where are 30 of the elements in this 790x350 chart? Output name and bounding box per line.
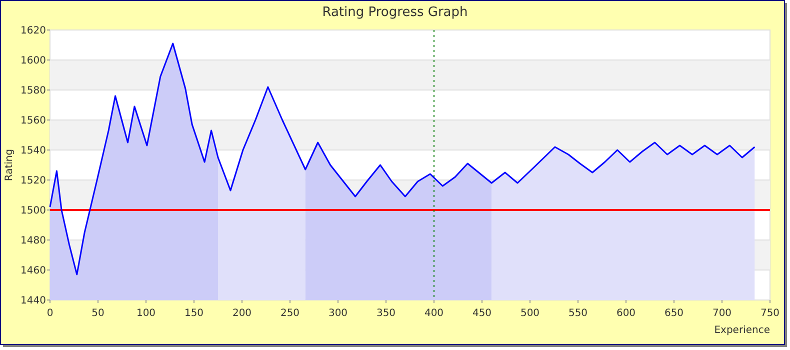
- x-tick-label: 300: [328, 308, 348, 319]
- y-tick-label: 1540: [20, 146, 46, 156]
- line-series: [49, 42, 756, 276]
- y-tick-label: 1480: [20, 236, 46, 246]
- x-tick-label: 550: [568, 308, 588, 319]
- y-tick-label: 1440: [20, 296, 46, 306]
- x-tick-label: 450: [472, 308, 492, 319]
- x-axis-title: Experience: [714, 325, 770, 336]
- y-tick-label: 1600: [20, 56, 46, 66]
- x-tick-label: 200: [232, 308, 252, 319]
- x-tick-label: 700: [712, 308, 732, 319]
- y-tick-label: 1560: [20, 116, 46, 126]
- y-tick-label: 1620: [20, 26, 46, 36]
- y-tick-label: 1500: [20, 206, 46, 216]
- x-tick-label: 250: [280, 308, 300, 319]
- x-tick-label: 350: [376, 308, 396, 319]
- chart-title: Rating Progress Graph: [322, 5, 468, 20]
- y-axis-title: Rating: [4, 148, 15, 182]
- y-tick-label: 1520: [20, 176, 46, 186]
- x-tick-label: 600: [616, 308, 636, 319]
- x-tick-label: 500: [520, 308, 540, 319]
- x-tick-label: 0: [46, 308, 54, 319]
- x-tick-label: 50: [92, 308, 104, 319]
- y-tick-label: 1580: [20, 86, 46, 96]
- x-tick-label: 100: [136, 308, 156, 319]
- x-tick-label: 750: [760, 308, 780, 319]
- y-tick-label: 1460: [20, 266, 46, 276]
- x-tick-label: 400: [424, 308, 444, 319]
- x-tick-label: 150: [184, 308, 204, 319]
- x-tick-label: 650: [664, 308, 684, 319]
